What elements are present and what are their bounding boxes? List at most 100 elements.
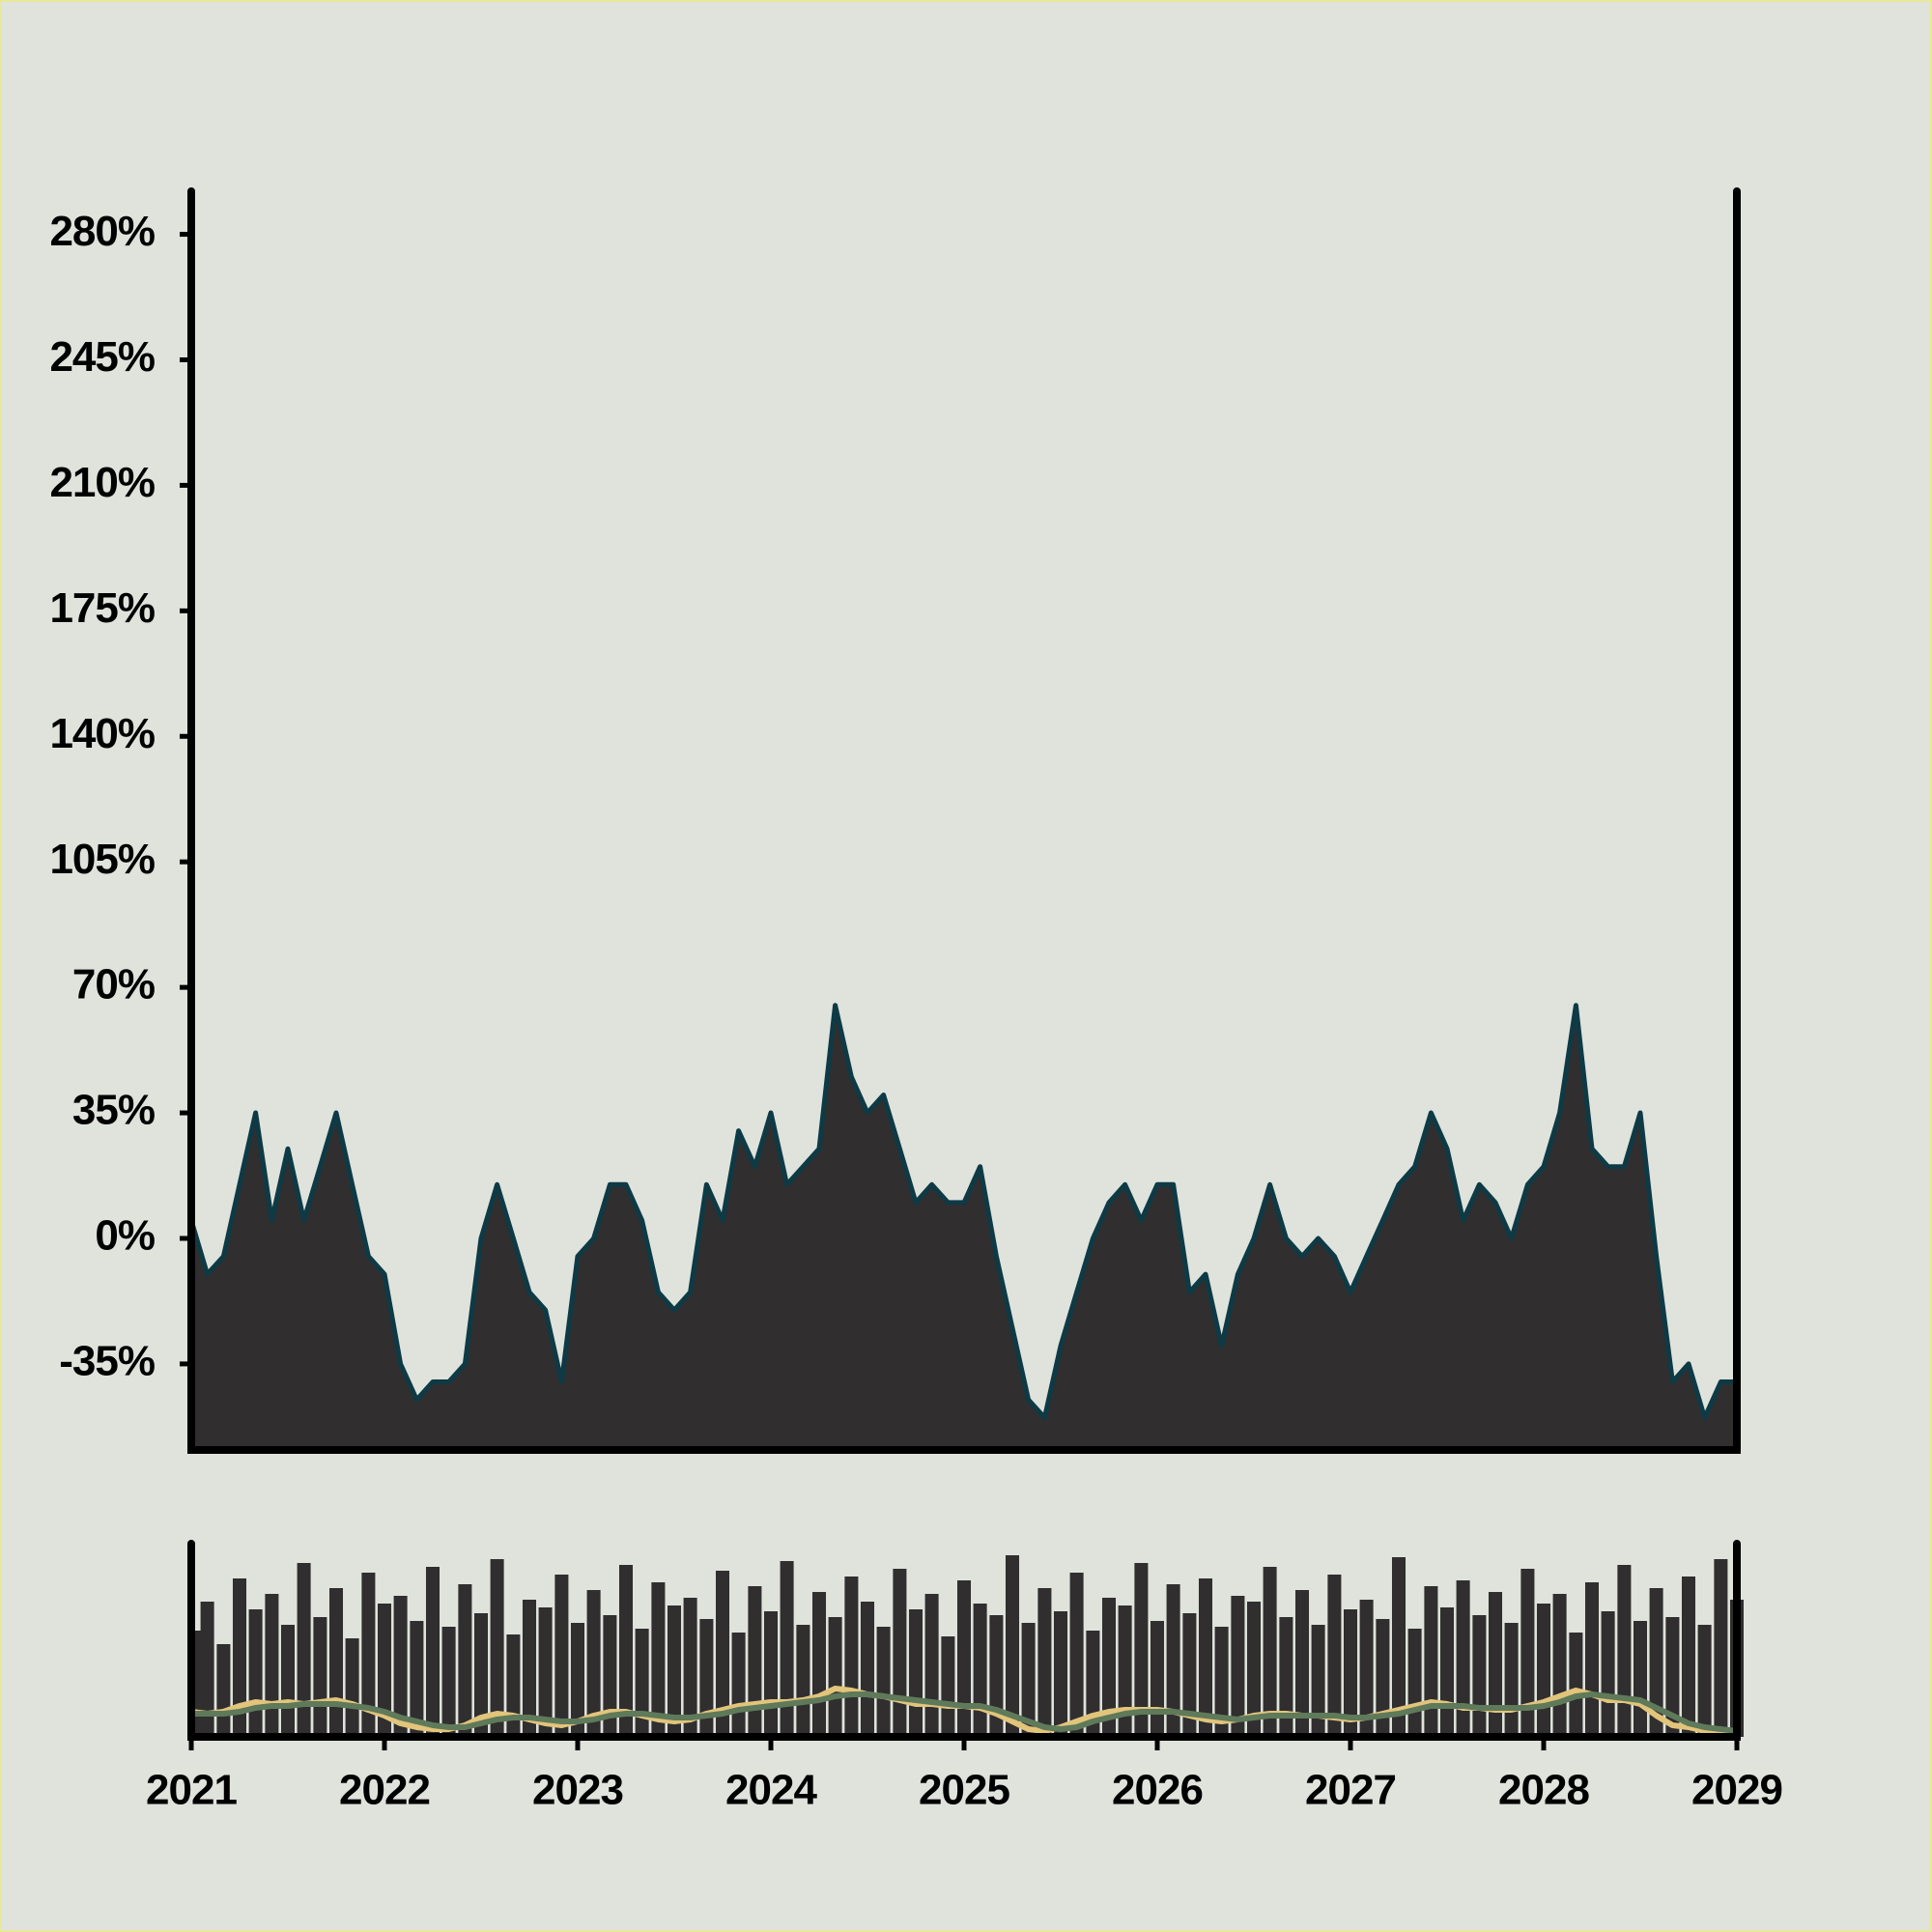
volume-bar (265, 1594, 279, 1737)
y-tick-label: 70% (72, 961, 155, 1009)
volume-bar (1294, 1590, 1310, 1737)
volume-bar (1391, 1557, 1406, 1737)
volume-bar (1633, 1621, 1648, 1737)
volume-bar (393, 1596, 408, 1737)
y-tick-label: 105% (49, 836, 155, 883)
volume-bar (1681, 1577, 1696, 1737)
volume-bar (1552, 1594, 1567, 1737)
volume-bar (893, 1569, 907, 1737)
volume-bar (763, 1611, 779, 1737)
volume-bar (1714, 1559, 1728, 1737)
volume-bar (1376, 1619, 1390, 1737)
volume-bar (473, 1613, 489, 1737)
volume-bar (796, 1625, 810, 1737)
y-tick-label: 245% (49, 333, 155, 381)
volume-bar (1263, 1567, 1277, 1737)
volume-bar (1504, 1623, 1519, 1737)
volume-bar (1279, 1617, 1293, 1737)
volume-bar (1407, 1629, 1422, 1737)
volume-bar (1569, 1633, 1583, 1737)
volume-bar (1037, 1588, 1052, 1737)
x-tick-label: 2027 (1305, 1767, 1396, 1814)
volume-bar (1649, 1588, 1663, 1737)
volume-bar (1231, 1596, 1245, 1737)
volume-bar (554, 1575, 569, 1737)
frame (187, 187, 1741, 1454)
volume-bar (715, 1571, 730, 1737)
y-tick-label: 0% (95, 1212, 155, 1260)
y-tick-label: 280% (49, 208, 155, 255)
volume-bar (1439, 1607, 1455, 1737)
volume-bar (280, 1625, 296, 1737)
volume-bar (1536, 1604, 1551, 1737)
volume-bar (1166, 1584, 1180, 1737)
line (188, 1003, 1737, 1421)
x-tick-label: 2021 (146, 1767, 237, 1814)
volume-bar (538, 1607, 553, 1737)
x-tick-label: 2026 (1112, 1767, 1203, 1814)
volume-bar (1520, 1569, 1535, 1737)
volume-bar (1584, 1582, 1600, 1737)
volume-bar (1198, 1578, 1213, 1737)
x-tick-label: 2024 (725, 1767, 817, 1814)
volume-bar (216, 1644, 231, 1737)
volume-bar (1311, 1625, 1325, 1737)
volume-bar (1150, 1621, 1165, 1737)
volume-bar (458, 1584, 472, 1737)
volume-bar (1343, 1609, 1358, 1737)
volume-bar (490, 1559, 504, 1737)
volume-bar (1005, 1555, 1020, 1737)
y-tick-label: 140% (49, 710, 155, 757)
y-tick-label: 175% (49, 584, 155, 632)
volume-bar (748, 1586, 762, 1737)
volume-bar (345, 1638, 359, 1737)
volume-bar (1359, 1600, 1374, 1737)
volume-bar (811, 1592, 827, 1737)
volume-bar (586, 1590, 601, 1737)
volume-bar (1488, 1592, 1503, 1737)
y-tick-label: -35% (59, 1338, 155, 1385)
volume-bar (1601, 1611, 1615, 1737)
volume-bar (506, 1634, 521, 1737)
volume-bar (361, 1573, 376, 1737)
volume-bar (1697, 1625, 1712, 1737)
x-tick-label: 2028 (1498, 1767, 1589, 1814)
volume-bar (699, 1619, 714, 1737)
volume-bar (941, 1636, 955, 1737)
volume-bar (1101, 1598, 1117, 1737)
volume-bar (425, 1567, 440, 1737)
volume-bar (924, 1594, 939, 1737)
volume-bar (973, 1604, 987, 1737)
volume-bar (651, 1582, 666, 1737)
volume-bar (876, 1627, 891, 1737)
volume-bar (1182, 1613, 1197, 1737)
volume-bar (1456, 1580, 1470, 1737)
volume-bar (1086, 1631, 1100, 1737)
volume-bar (328, 1588, 344, 1737)
volume-bar (683, 1598, 697, 1737)
volume-bar (297, 1563, 311, 1737)
volume-bar (1424, 1586, 1438, 1737)
volume-bar (248, 1609, 263, 1737)
volume-bar (377, 1604, 392, 1737)
y-tick-label: 210% (49, 459, 155, 506)
volume-bar (618, 1565, 634, 1737)
volume-bar (1665, 1617, 1680, 1737)
volume-bar (1472, 1615, 1487, 1737)
volume-bar (1214, 1627, 1229, 1737)
x-tick-label: 2023 (532, 1767, 623, 1814)
volume-bar (1617, 1565, 1632, 1737)
volume-bar (313, 1617, 327, 1737)
volume-bar (441, 1627, 456, 1737)
volume-bar (1053, 1611, 1068, 1737)
volume-bar (956, 1580, 972, 1737)
volume-bar (570, 1623, 585, 1737)
volume-bar (1327, 1575, 1342, 1737)
volume-bar (603, 1615, 617, 1737)
volume-bar (780, 1561, 794, 1737)
volume-bar (635, 1629, 649, 1737)
volume-bar (844, 1577, 859, 1737)
volume-bar (1118, 1605, 1132, 1737)
